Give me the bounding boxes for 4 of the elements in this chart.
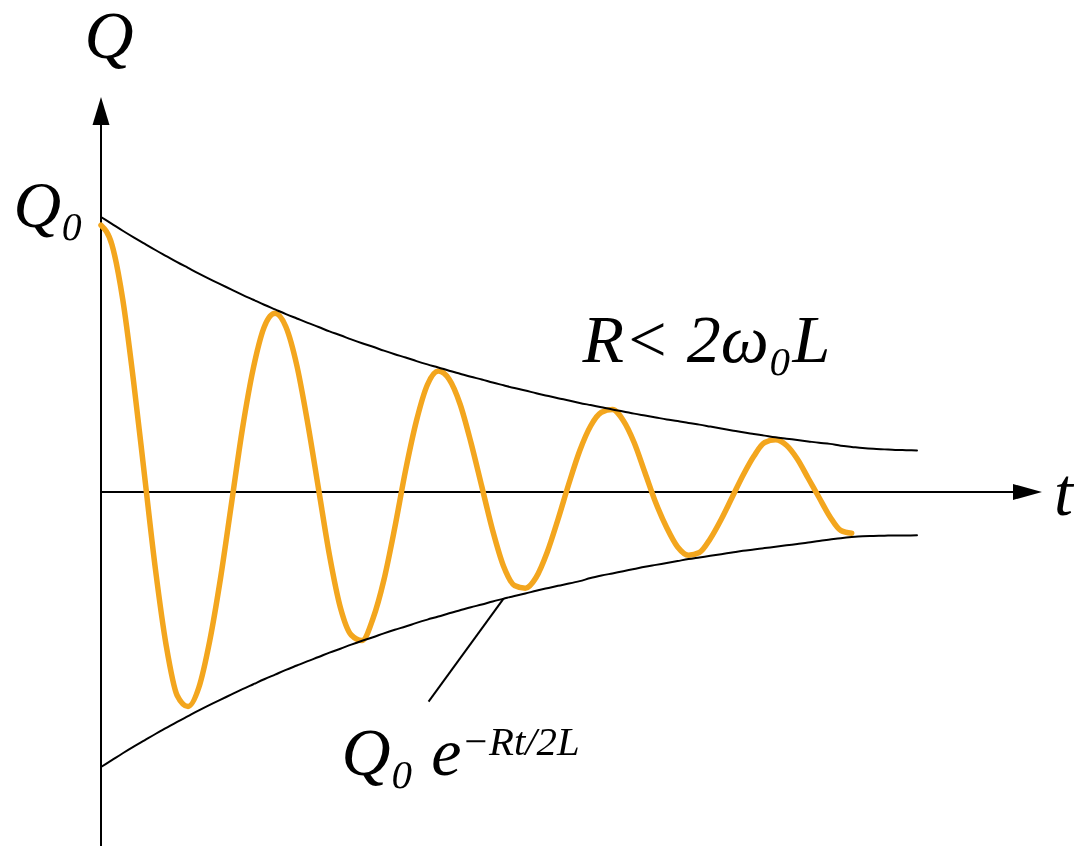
text: Q₀ xyxy=(13,168,84,241)
annotation: R< 2ω₀L xyxy=(581,300,831,377)
y-axis-title: Q xyxy=(84,0,134,73)
legend-label: Q₀ e$^{−Rt/2L}$ xyxy=(341,713,580,790)
